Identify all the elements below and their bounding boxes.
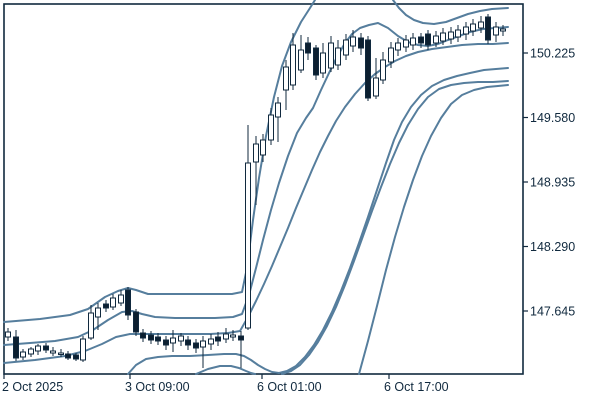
chart-border <box>3 3 524 375</box>
price-axis-label: 149.580 <box>530 111 575 125</box>
time-axis-label: 3 Oct 09:00 <box>125 380 190 394</box>
time-axis-label: 2 Oct 2025 <box>2 380 63 394</box>
price-axis-label: 148.935 <box>530 176 575 190</box>
price-axis-label: 147.645 <box>530 305 575 319</box>
price-axis: 150.225 149.580 148.935 148.290 147.645 <box>523 47 575 319</box>
price-axis-label: 150.225 <box>530 47 575 61</box>
indicator-band-lines <box>3 0 509 375</box>
time-axis-label: 6 Oct 17:00 <box>384 380 449 394</box>
time-axis-label: 6 Oct 01:00 <box>257 380 322 394</box>
price-axis-label: 148.290 <box>530 240 575 254</box>
candlestick-series <box>5 14 506 368</box>
time-axis: 2 Oct 2025 3 Oct 09:00 6 Oct 01:00 6 Oct 17… <box>2 374 449 394</box>
